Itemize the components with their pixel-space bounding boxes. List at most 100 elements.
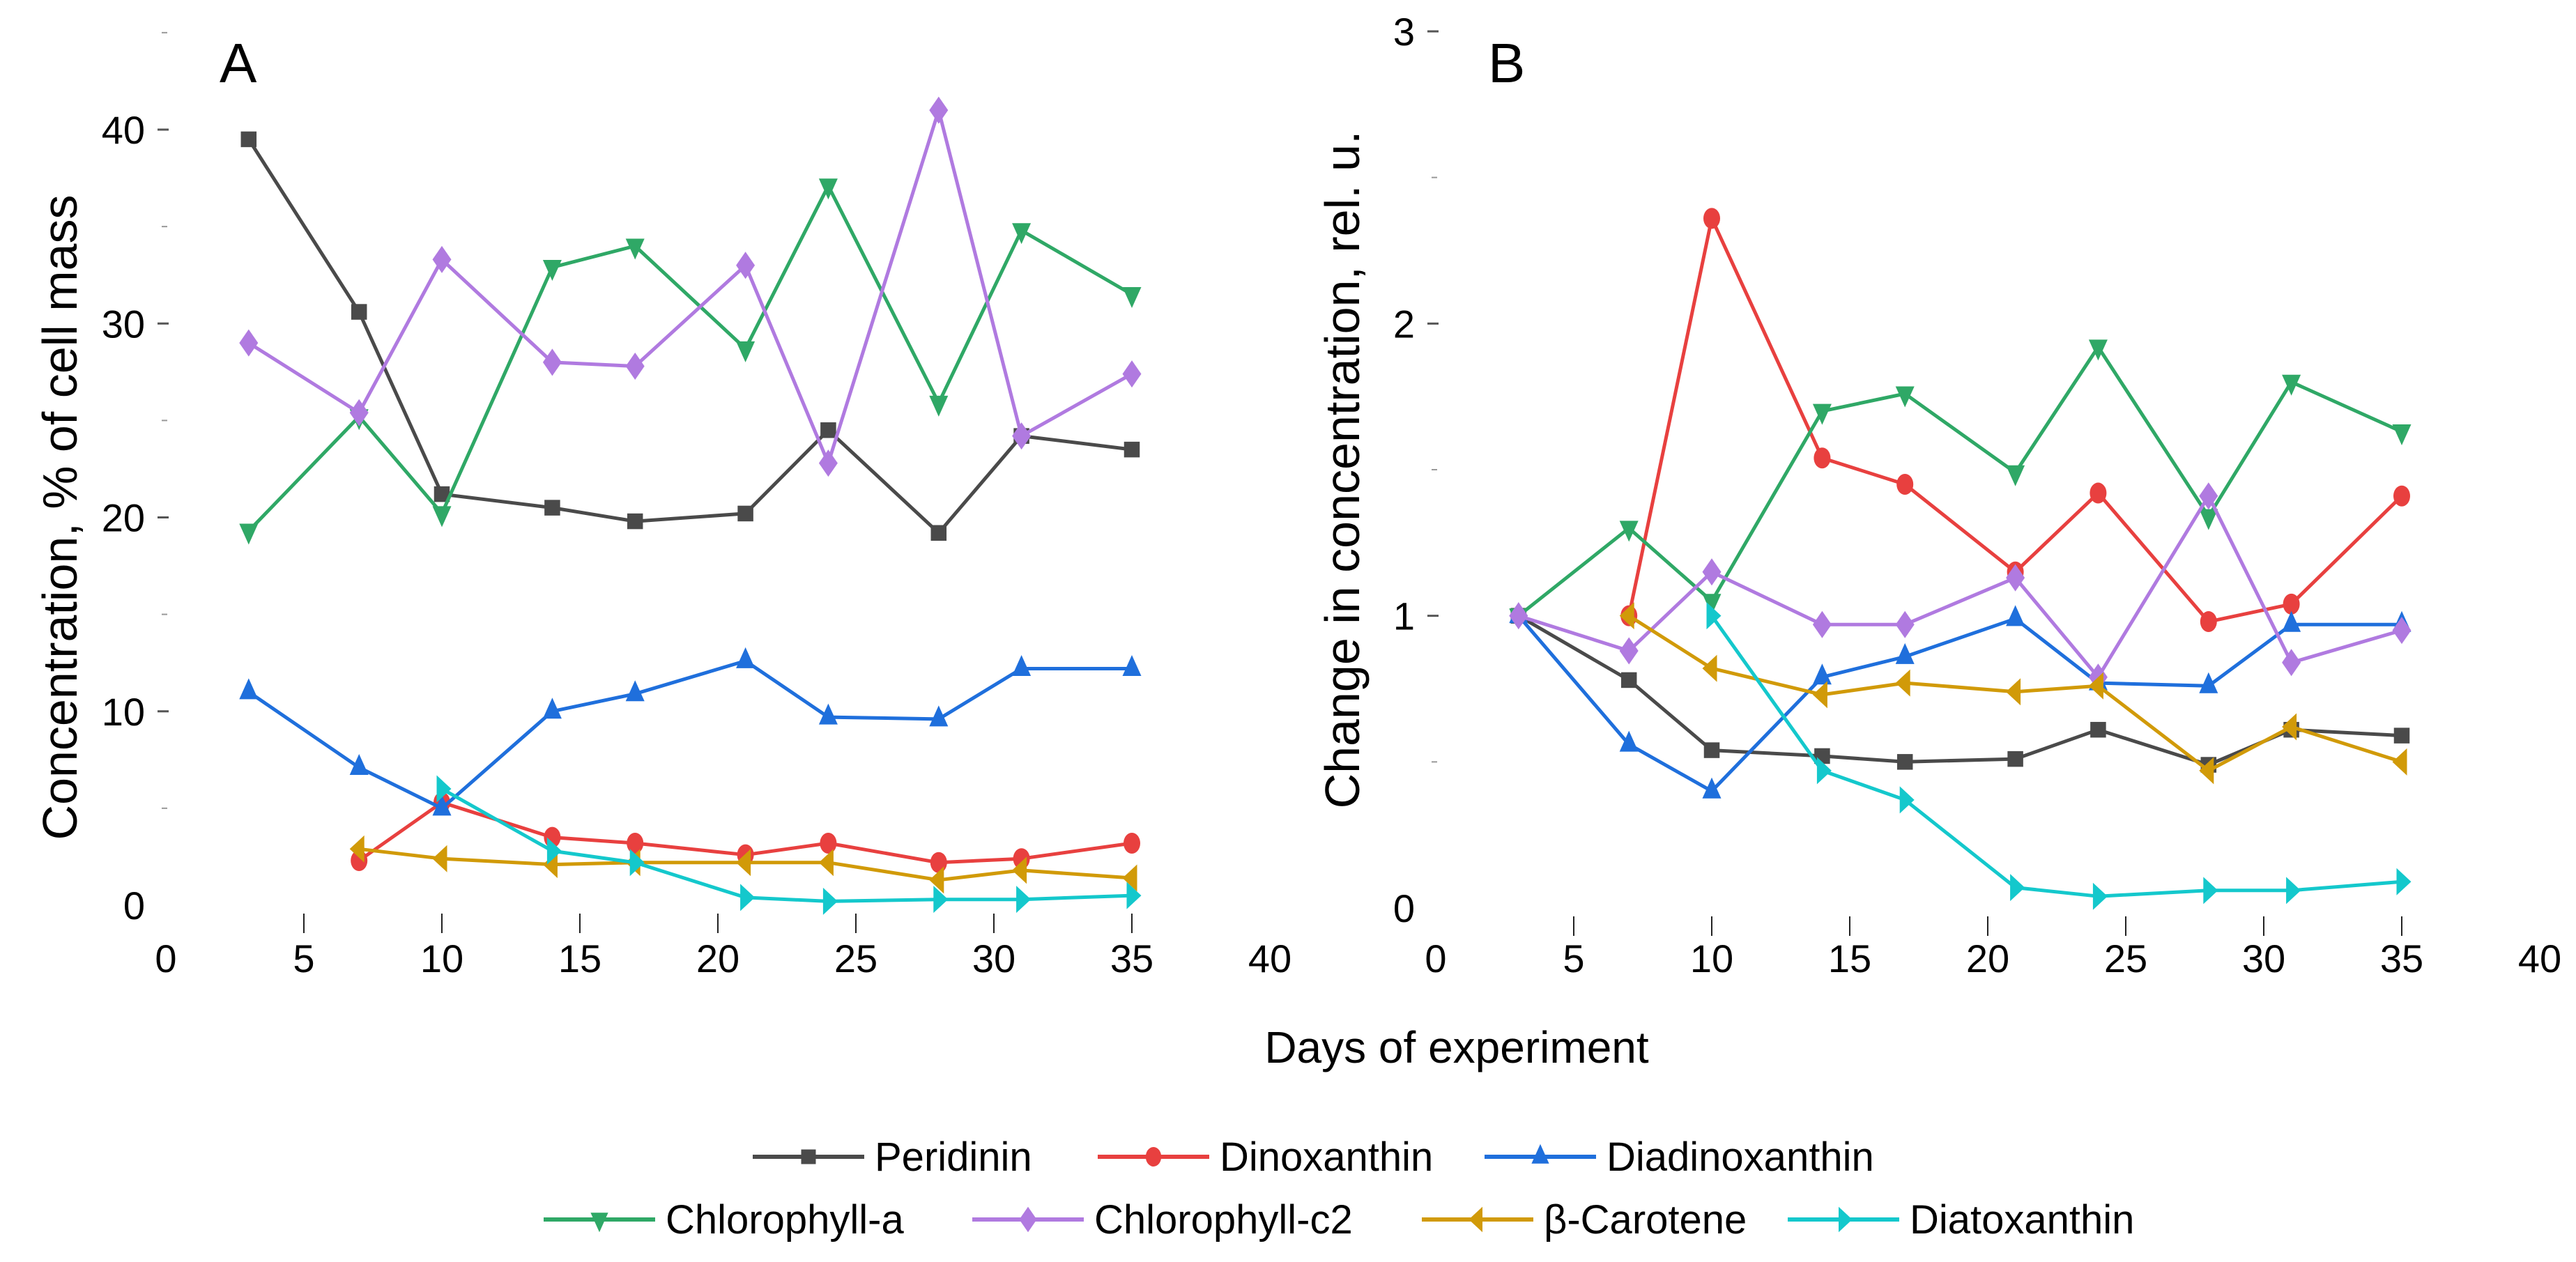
data-point-peridinin — [2393, 728, 2410, 744]
data-point-diatoxanthin — [629, 849, 645, 877]
y-tick-label: 3 — [1393, 10, 1415, 54]
data-point-diadinoxanthin — [2199, 672, 2218, 693]
data-point-chlorophyll-a — [432, 506, 452, 528]
legend-item-diatoxanthin: Diatoxanthin — [1788, 1197, 2134, 1242]
data-point-peridinin — [544, 500, 560, 516]
series-line-chlorophyll-a — [247, 184, 1133, 532]
data-point-diadinoxanthin — [1012, 655, 1032, 677]
data-point-chlorophyll-c2 — [1012, 422, 1032, 450]
data-point-peridinin — [1124, 441, 1140, 458]
data-point-beta-carotene — [2199, 757, 2214, 785]
legend-label: Dinoxanthin — [1220, 1134, 1433, 1180]
x-tick-label: 30 — [2242, 937, 2285, 980]
data-point-dinoxanthin — [2200, 611, 2217, 633]
x-tick-label: 40 — [1248, 937, 1291, 980]
data-point-beta-carotene — [1122, 864, 1137, 892]
legend-label: Diadinoxanthin — [1607, 1134, 1874, 1180]
x-tick-label: 15 — [1828, 937, 1871, 980]
data-point-chlorophyll-c2 — [349, 399, 369, 426]
data-point-beta-carotene — [2088, 672, 2103, 700]
legend-label: Chlorophyll-c2 — [1094, 1197, 1353, 1242]
data-point-diatoxanthin — [2286, 877, 2301, 905]
series-line-chlorophyll-a — [1517, 345, 2403, 617]
data-point-beta-carotene — [432, 845, 447, 872]
y-tick-label: 2 — [1393, 302, 1415, 346]
legend-item-diadinoxanthin: Diadinoxanthin — [1485, 1134, 1874, 1180]
y-axis-title: Change in concentration, rel. u. — [1315, 131, 1370, 809]
series-beta-carotene — [1619, 602, 2407, 785]
legend-item-chlorophyll-c2: Chlorophyll-c2 — [972, 1197, 1353, 1242]
data-point-diatoxanthin — [2396, 868, 2412, 895]
data-point-beta-carotene — [349, 835, 365, 863]
series-chlorophyll-c2 — [1509, 482, 2412, 691]
data-point-diadinoxanthin — [625, 680, 645, 702]
data-point-chlorophyll-c2 — [1619, 637, 1639, 665]
series-beta-carotene — [349, 835, 1137, 894]
data-point-chlorophyll-a — [2392, 424, 2412, 445]
data-point-peridinin — [434, 486, 450, 502]
data-point-beta-carotene — [2006, 678, 2021, 706]
legend-item-chlorophyll-a: Chlorophyll-a — [544, 1197, 904, 1242]
series-diatoxanthin — [1706, 602, 2412, 910]
x-tick-label: 20 — [696, 937, 739, 980]
legend-marker-diatoxanthin — [1839, 1206, 1853, 1233]
data-point-chlorophyll-c2 — [2006, 564, 2025, 592]
data-point-diadinoxanthin — [1702, 777, 1722, 799]
data-point-beta-carotene — [2392, 748, 2407, 776]
data-point-peridinin — [2090, 721, 2106, 738]
data-point-diatoxanthin — [2092, 882, 2108, 910]
legend-label: Peridinin — [875, 1134, 1032, 1180]
data-point-chlorophyll-a — [736, 341, 756, 362]
y-tick-label: 30 — [102, 302, 145, 346]
legend-marker-beta-carotene — [1469, 1206, 1482, 1233]
x-axis-title: Days of experiment — [1264, 1022, 1649, 1072]
data-point-beta-carotene — [1619, 602, 1634, 630]
data-point-chlorophyll-a — [1122, 287, 1142, 309]
data-point-chlorophyll-c2 — [1702, 558, 1722, 586]
legend-item-beta-carotene: β-Carotene — [1422, 1197, 1747, 1242]
legend-item-peridinin: Peridinin — [753, 1134, 1032, 1180]
data-point-chlorophyll-a — [1012, 223, 1032, 245]
data-point-chlorophyll-c2 — [1122, 360, 1142, 388]
data-point-diatoxanthin — [2203, 877, 2218, 905]
data-point-peridinin — [1703, 742, 1720, 758]
data-point-beta-carotene — [818, 849, 834, 877]
series-line-dinoxanthin — [1627, 216, 2403, 624]
data-point-diadinoxanthin — [542, 698, 562, 719]
data-point-peridinin — [737, 505, 753, 522]
series-diatoxanthin — [436, 775, 1142, 915]
x-tick-label: 10 — [1690, 937, 1733, 980]
data-point-chlorophyll-a — [2088, 339, 2108, 361]
data-point-chlorophyll-a — [1702, 594, 1722, 615]
y-axis-title: Concentration, % of cell mass — [33, 195, 87, 840]
legend-marker-peridinin — [801, 1149, 816, 1164]
data-point-chlorophyll-c2 — [736, 252, 756, 279]
series-chlorophyll-a — [239, 178, 1142, 545]
data-point-diatoxanthin — [1899, 786, 1915, 814]
x-tick-label: 35 — [1110, 937, 1153, 980]
series-line-chlorophyll-c2 — [247, 108, 1133, 465]
data-point-diadinoxanthin — [818, 703, 838, 725]
data-point-peridinin — [1896, 754, 1913, 770]
series-line-peridinin — [247, 138, 1133, 535]
series-chlorophyll-a — [1509, 339, 2412, 630]
data-point-chlorophyll-a — [929, 395, 949, 417]
data-point-chlorophyll-a — [625, 238, 645, 260]
data-point-dinoxanthin — [820, 832, 837, 854]
data-point-dinoxanthin — [2283, 593, 2300, 615]
data-point-dinoxanthin — [2090, 482, 2107, 504]
series-line-diadinoxanthin — [247, 659, 1132, 810]
data-point-diadinoxanthin — [2006, 605, 2025, 626]
data-point-diatoxanthin — [1126, 882, 1142, 909]
legend-marker-diadinoxanthin — [1531, 1144, 1549, 1164]
data-point-dinoxanthin — [1814, 447, 1831, 469]
data-point-chlorophyll-a — [2199, 509, 2218, 530]
data-point-diatoxanthin — [1816, 757, 1832, 785]
data-point-chlorophyll-a — [1812, 403, 1832, 425]
x-tick-label: 0 — [1425, 937, 1446, 980]
data-point-chlorophyll-a — [818, 178, 838, 200]
legend-marker-chlorophyll-a — [590, 1213, 608, 1233]
x-tick-label: 35 — [2380, 937, 2423, 980]
data-point-diatoxanthin — [546, 837, 562, 865]
